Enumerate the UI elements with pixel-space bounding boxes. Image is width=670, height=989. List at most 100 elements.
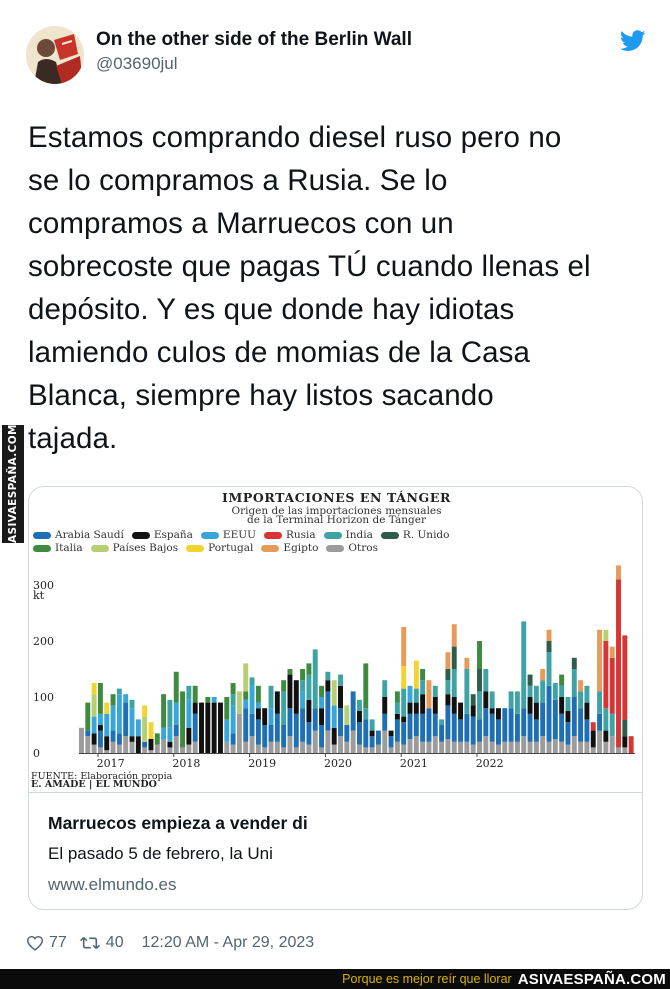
bar-segment-otros: [609, 736, 615, 753]
bar-segment-india: [338, 674, 343, 686]
bar-segment-arabia: [319, 725, 325, 748]
bar-segment-india: [609, 713, 615, 737]
retweet-icon[interactable]: [79, 935, 101, 951]
tweet-line: Estamos comprando diesel ruso pero no: [28, 121, 562, 154]
x-year-label: 2020: [324, 757, 352, 770]
bar-segment-arabia: [426, 708, 432, 742]
tweet-line: sobrecoste que pagas TÚ cuando llenas el: [28, 250, 591, 283]
bar-segment-eeuu: [268, 708, 274, 725]
avatar[interactable]: [26, 26, 84, 84]
bar-segment-otros: [439, 741, 445, 753]
bar-segment-otros: [533, 741, 539, 753]
tweet-timestamp[interactable]: 12:20 AM - Apr 29, 2023: [141, 934, 315, 951]
bar-segment-portugal: [91, 683, 97, 695]
bar-segment-espana: [382, 697, 388, 714]
bar-segment-india: [394, 702, 400, 714]
bar-segment-india: [508, 691, 514, 709]
bar-segment-eeuu: [173, 702, 179, 725]
bar-segment-arabia: [508, 708, 514, 742]
bar-segment-india: [230, 694, 236, 706]
bar-segment-india: [603, 708, 609, 731]
bar-segment-eeuu: [91, 716, 97, 734]
link-card[interactable]: IMPORTACIONES EN TÁNGER Origen de las im…: [28, 486, 643, 910]
bar-segment-india: [527, 685, 533, 697]
twitter-bird-icon[interactable]: [620, 30, 646, 52]
bar-segment-espana: [622, 736, 628, 748]
retweet-count[interactable]: 40: [105, 934, 124, 951]
tweet-line: Blanca, siempre hay listos sacando: [28, 379, 494, 412]
bar-segment-italia: [394, 691, 400, 703]
bar-segment-arabia: [338, 708, 343, 737]
bar-segment-india: [477, 691, 482, 720]
bar-segment-espana: [306, 699, 312, 723]
tweet-meta: 77 40 12:20 AM - Apr 29, 2023: [26, 932, 314, 954]
bar-segment-otros: [274, 741, 280, 753]
bar-segment-otros: [616, 747, 621, 753]
bar-segment-paisesbajos: [603, 629, 609, 641]
bar-segment-otros: [186, 744, 192, 753]
footer-brand[interactable]: ASIVAESPAÑA.COM: [517, 970, 666, 988]
author-handle[interactable]: @03690jul: [96, 54, 178, 73]
bar-segment-otros: [224, 741, 230, 753]
bar-segment-otros: [300, 741, 306, 753]
bar-segment-otros: [363, 747, 369, 753]
bar-segment-eeuu: [167, 727, 173, 742]
card-chart-image[interactable]: IMPORTACIONES EN TÁNGER Origen de las im…: [29, 487, 642, 793]
legend-label: R. Unido: [402, 529, 450, 541]
bar-segment-italia: [85, 702, 91, 731]
tweet-line: lamiendo culos de momias de la Casa: [28, 336, 530, 369]
legend-item: España: [131, 529, 193, 541]
bar-segment-otros: [622, 747, 628, 753]
bar-segment-otros: [527, 741, 533, 753]
bar-segment-espana: [413, 702, 419, 714]
bar-segment-espana: [255, 708, 261, 720]
bar-segment-paisesbajos: [91, 694, 97, 717]
bar-segment-otros: [597, 730, 603, 753]
bar-segment-otros: [571, 736, 577, 753]
legend-label: Egipto: [283, 542, 319, 554]
like-count[interactable]: 77: [49, 934, 67, 951]
bar-segment-otros: [521, 736, 527, 753]
bar-segment-otros: [432, 736, 438, 753]
bar-segment-eeuu: [331, 705, 337, 728]
author-name[interactable]: On the other side of the Berlin Wall: [96, 29, 412, 50]
bar-segment-arabia: [407, 713, 413, 739]
bar-segment-otros: [154, 744, 160, 753]
legend-item: Arabia Saudí: [33, 529, 124, 541]
bar-segment-arabia: [388, 736, 394, 748]
legend-label: EEUU: [222, 529, 256, 541]
bar-segment-india: [357, 699, 362, 711]
legend-swatch: [90, 544, 109, 552]
bar-segment-arabia: [325, 691, 331, 731]
bar-segment-egipto: [609, 646, 615, 658]
footer-slogan: Porque es mejor reír que llorar: [342, 972, 512, 986]
y-tick-label: 200: [33, 635, 54, 648]
card-domain[interactable]: www.elmundo.es: [48, 875, 177, 894]
bar-segment-eeuu: [129, 708, 135, 737]
bar-segment-otros: [451, 741, 457, 753]
bar-segment-arabia: [268, 725, 274, 742]
bar-segment-espana: [129, 736, 135, 742]
legend-swatch: [263, 531, 282, 539]
heart-icon[interactable]: [26, 935, 44, 951]
bar-segment-india: [432, 685, 438, 697]
card-title[interactable]: Marruecos empieza a vender di: [48, 813, 308, 833]
bar-segment-india: [584, 685, 590, 703]
bar-segment-espana: [565, 711, 571, 723]
bar-segment-otros: [496, 744, 501, 753]
bar-segment-india: [451, 669, 457, 697]
legend-label: Países Bajos: [112, 542, 179, 554]
bar-segment-otros: [559, 741, 565, 753]
bar-segment-arabia: [571, 697, 577, 737]
legend-swatch: [200, 531, 219, 539]
bar-segment-otros: [375, 744, 381, 753]
bar-segment-india: [369, 719, 375, 731]
bar-segment-espana: [135, 736, 141, 753]
bar-segment-india: [420, 680, 426, 695]
legend-label: India: [345, 529, 373, 541]
bar-segment-arabia: [249, 713, 255, 737]
bar-segment-india: [129, 699, 135, 709]
bar-segment-arabia: [281, 725, 287, 748]
side-watermark: ASIVAESPAÑA.COM: [2, 425, 24, 543]
bar-segment-otros: [584, 741, 590, 753]
